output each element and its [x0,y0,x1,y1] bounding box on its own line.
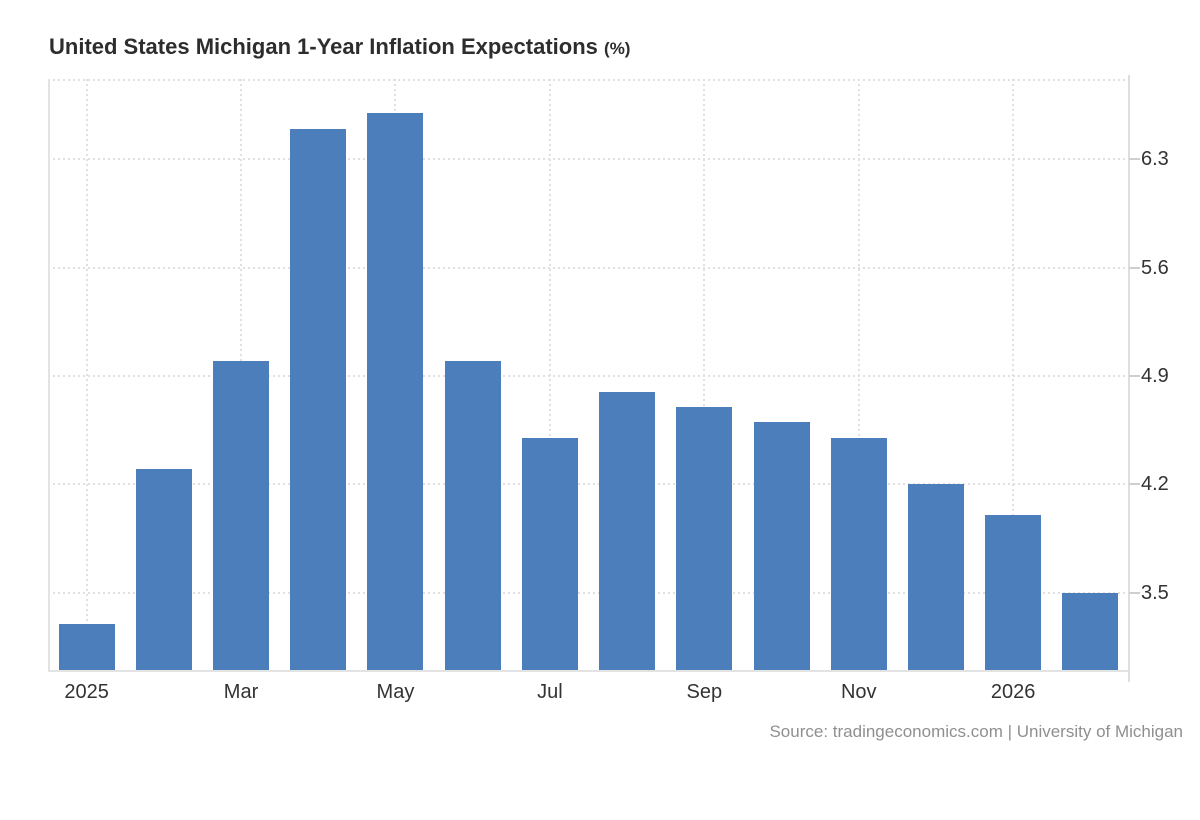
y-axis-label: 6.3 [1141,148,1169,171]
bar-jul-2025[interactable] [521,437,578,670]
y-axis-label: 4.9 [1141,365,1169,388]
bar-sep-2025[interactable] [676,406,733,670]
y-axis-line [1128,75,1130,682]
bar-feb-2025[interactable] [135,468,192,670]
y-gridline [48,375,1129,378]
y-tick-mark [1129,591,1140,594]
y-tick-mark [1129,158,1140,161]
x-gridline [85,79,88,670]
chart-title-text: United States Michigan 1-Year Inflation … [49,34,598,59]
plot-top-border [48,79,1129,81]
y-gridline [48,266,1129,269]
y-axis-label: 5.6 [1141,256,1169,279]
bar-jan-2026[interactable] [985,515,1042,670]
x-axis-label: Mar [223,681,259,703]
plot-area: 6.3 5.6 4.9 4.2 3.5 2025 Mar May Jul Sep Nov 2026 [48,75,1169,703]
x-axis-label: Sep [686,681,723,703]
source-credit: Source: tradingeconomics.com | Universit… [769,722,1183,741]
x-gridline [548,79,551,670]
y-gridline [48,483,1129,486]
x-axis-label: Jul [537,681,563,703]
bar-apr-2025[interactable] [290,128,347,670]
x-axis-label: Nov [840,681,877,703]
bar-jan-2025[interactable] [58,623,115,670]
y-gridline [48,158,1129,161]
x-axis-label: 2026 [990,681,1036,703]
x-gridline [703,79,706,670]
bar-may-2025[interactable] [367,113,424,670]
bar-jun-2025[interactable] [444,360,501,670]
x-axis-label: May [376,681,415,703]
chart-title-unit: (%) [604,39,631,58]
bar-feb-2026[interactable] [1062,592,1119,670]
plot-left-border [48,79,50,670]
y-axis-label: 3.5 [1141,581,1169,604]
y-tick-mark [1129,266,1140,269]
chart-title: United States Michigan 1-Year Inflation … [49,34,630,60]
y-gridline [48,591,1129,594]
bar-aug-2025[interactable] [599,391,656,670]
y-tick-mark [1129,483,1140,486]
bar-dec-2025[interactable] [907,484,964,670]
x-gridline [1012,79,1015,670]
x-axis-label: 2025 [64,681,109,703]
bar-oct-2025[interactable] [753,422,810,670]
y-axis-label: 4.2 [1141,473,1169,496]
bar-mar-2025[interactable] [213,360,270,670]
bar-nov-2025[interactable] [830,437,887,670]
x-gridline [857,79,860,670]
y-tick-mark [1129,375,1140,378]
x-axis-line [48,670,1129,672]
